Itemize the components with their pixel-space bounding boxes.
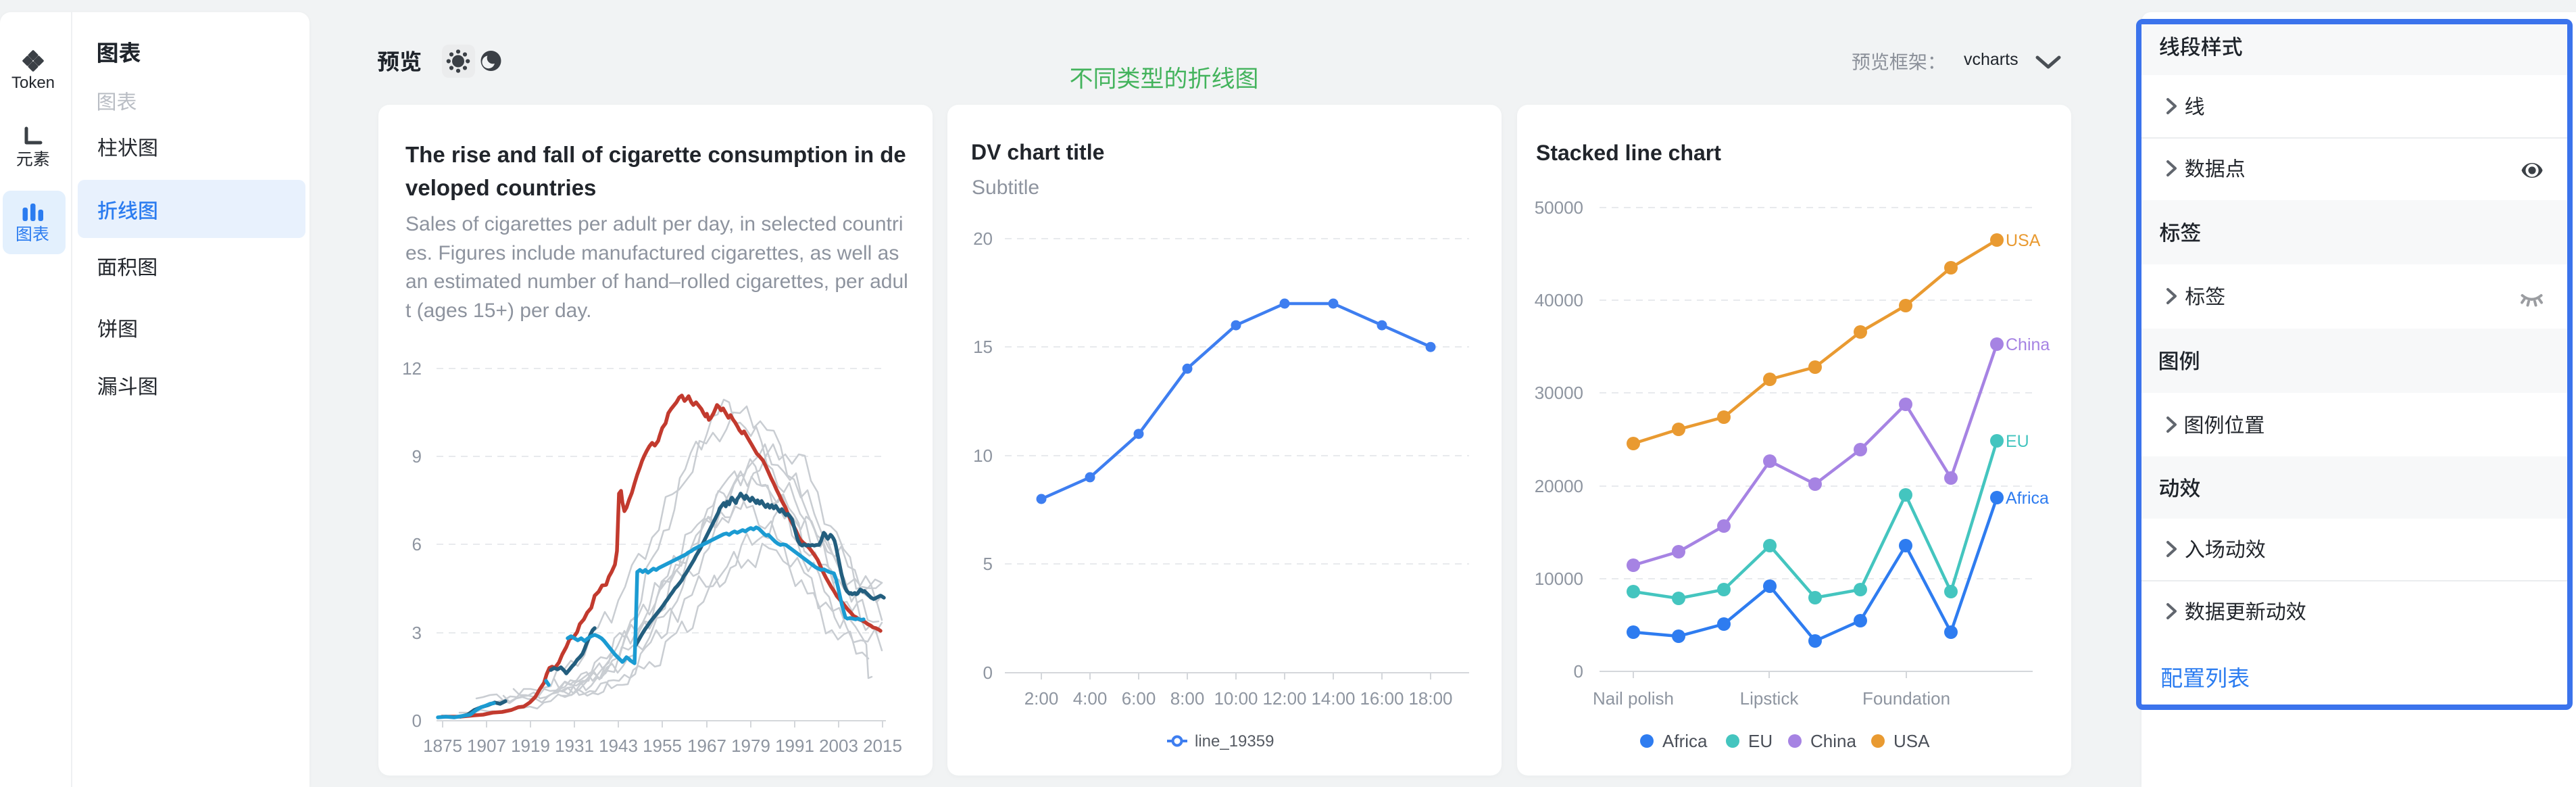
- svg-text:10000: 10000: [1535, 569, 1583, 589]
- svg-text:2003: 2003: [819, 736, 858, 756]
- svg-text:6:00: 6:00: [1122, 688, 1156, 709]
- svg-text:Africa: Africa: [2006, 489, 2049, 508]
- svg-text:3: 3: [412, 623, 422, 643]
- svg-text:1919: 1919: [511, 736, 550, 756]
- svg-text:1943: 1943: [599, 736, 638, 756]
- svg-text:line_19359: line_19359: [1195, 732, 1274, 750]
- svg-text:18:00: 18:00: [1408, 688, 1452, 709]
- svg-text:1907: 1907: [467, 736, 506, 756]
- svg-text:8:00: 8:00: [1170, 688, 1205, 709]
- svg-text:10: 10: [973, 446, 993, 466]
- svg-text:China: China: [2006, 335, 2050, 354]
- svg-text:0: 0: [983, 663, 993, 683]
- svg-text:1991: 1991: [775, 736, 814, 756]
- svg-text:Africa: Africa: [1662, 731, 1708, 751]
- svg-text:Foundation: Foundation: [1862, 688, 1950, 709]
- svg-text:2015: 2015: [863, 736, 902, 756]
- svg-text:Lipstick: Lipstick: [1740, 688, 1800, 709]
- svg-text:1875: 1875: [423, 736, 462, 756]
- svg-text:EU: EU: [1748, 731, 1773, 751]
- svg-text:30000: 30000: [1535, 383, 1583, 403]
- svg-text:16:00: 16:00: [1360, 688, 1404, 709]
- svg-text:10:00: 10:00: [1214, 688, 1258, 709]
- svg-text:1979: 1979: [731, 736, 770, 756]
- svg-text:1967: 1967: [687, 736, 726, 756]
- svg-text:14:00: 14:00: [1311, 688, 1355, 709]
- svg-text:0: 0: [1574, 661, 1583, 682]
- svg-text:4:00: 4:00: [1073, 688, 1108, 709]
- svg-text:6: 6: [412, 534, 422, 554]
- svg-text:2:00: 2:00: [1024, 688, 1059, 709]
- svg-text:USA: USA: [1893, 731, 1930, 751]
- svg-text:EU: EU: [2006, 432, 2029, 451]
- svg-text:40000: 40000: [1535, 290, 1583, 310]
- svg-text:20000: 20000: [1535, 476, 1583, 496]
- svg-text:50000: 50000: [1535, 197, 1583, 218]
- svg-text:USA: USA: [2006, 231, 2041, 250]
- svg-text:China: China: [1810, 731, 1856, 751]
- svg-text:12:00: 12:00: [1262, 688, 1306, 709]
- svg-text:9: 9: [412, 446, 422, 467]
- svg-text:15: 15: [973, 337, 993, 357]
- svg-text:Nail polish: Nail polish: [1593, 688, 1674, 709]
- svg-text:1931: 1931: [555, 736, 594, 756]
- svg-text:5: 5: [983, 554, 993, 574]
- svg-text:12: 12: [402, 358, 422, 379]
- svg-text:1955: 1955: [643, 736, 682, 756]
- svg-text:0: 0: [412, 711, 422, 731]
- svg-text:20: 20: [973, 229, 993, 249]
